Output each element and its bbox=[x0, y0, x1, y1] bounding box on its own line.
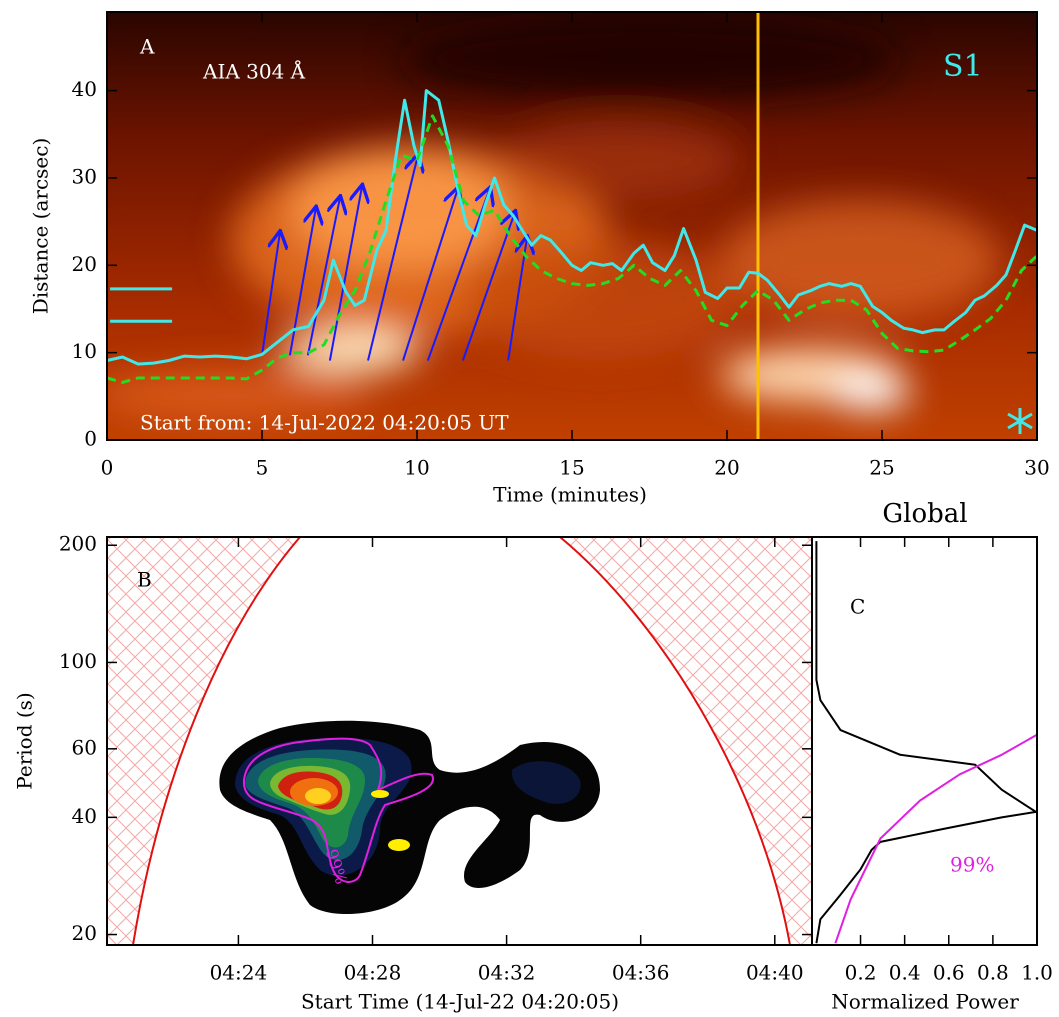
x-axis-label: Time (minutes) bbox=[493, 483, 647, 507]
y-tick-label: 0 bbox=[84, 427, 97, 451]
x-tick-label: 0.4 bbox=[889, 961, 921, 985]
y-tick-label: 10 bbox=[72, 339, 97, 363]
coi-hatch bbox=[107, 537, 300, 945]
series-line bbox=[815, 541, 1037, 944]
x-tick-label: 1.0 bbox=[1021, 961, 1053, 985]
x-tick-label: 10 bbox=[404, 456, 429, 480]
x-tick-label: 25 bbox=[869, 456, 894, 480]
y-tick-label: 200 bbox=[59, 532, 97, 556]
x-tick-label: 20 bbox=[714, 456, 739, 480]
annotation: 99% bbox=[950, 853, 994, 877]
x-tick-label: 5 bbox=[256, 456, 269, 480]
annotation: AIA 304 Å bbox=[202, 59, 306, 84]
x-tick-label: 0.2 bbox=[845, 961, 877, 985]
series-line bbox=[834, 733, 1038, 944]
arrow bbox=[507, 237, 527, 361]
series-line bbox=[106, 89, 1038, 366]
x-tick-label: 30 bbox=[1024, 456, 1049, 480]
arrow bbox=[367, 155, 418, 361]
panel-label: B bbox=[137, 568, 152, 592]
x-axis-label: Normalized Power bbox=[831, 990, 1019, 1014]
frame bbox=[811, 536, 1038, 946]
coi-hatch bbox=[560, 537, 812, 945]
y-tick-label: 20 bbox=[72, 252, 97, 276]
x-tick-label: 04:36 bbox=[612, 961, 670, 985]
arrow bbox=[328, 186, 362, 361]
panel-title: Global bbox=[882, 499, 967, 529]
arrow bbox=[261, 232, 280, 356]
y-tick-label: 20 bbox=[72, 921, 97, 945]
coi-curve bbox=[132, 536, 791, 946]
x-tick-label: 0.6 bbox=[933, 961, 965, 985]
y-tick-label: 40 bbox=[72, 77, 97, 101]
y-tick-label: 100 bbox=[59, 649, 97, 673]
frame bbox=[106, 11, 1038, 441]
x-axis-label: Start Time (14-Jul-22 04:20:05) bbox=[301, 990, 619, 1014]
series-line bbox=[106, 114, 1039, 384]
arrow bbox=[402, 188, 458, 361]
intensity-map bbox=[107, 12, 1037, 440]
y-axis-label: Period (s) bbox=[13, 692, 37, 789]
asterisk-marker bbox=[1007, 408, 1033, 434]
x-tick-label: 04:40 bbox=[746, 961, 804, 985]
arrow bbox=[306, 197, 340, 356]
annotation: Start from: 14-Jul-2022 04:20:05 UT bbox=[140, 411, 509, 435]
plot-layer: 0 5 10 15 20 25 30 0 10 20 30 40 Time (minutes) Dista… bbox=[13, 12, 1053, 1014]
y-tick-label: 60 bbox=[72, 735, 97, 759]
y-tick-label: 30 bbox=[72, 164, 97, 188]
x-tick-label: 04:24 bbox=[210, 961, 268, 985]
x-tick-label: 0 bbox=[101, 456, 114, 480]
annotation: S1 bbox=[943, 49, 983, 84]
x-tick-label: 04:32 bbox=[478, 961, 536, 985]
panel-label: C bbox=[850, 595, 865, 619]
x-tick-label: 04:28 bbox=[344, 961, 402, 985]
x-tick-label: 15 bbox=[559, 456, 584, 480]
panel-label: A bbox=[139, 35, 155, 59]
arrow bbox=[461, 212, 515, 361]
power-contours bbox=[219, 720, 601, 915]
y-axis-label: Distance (arcsec) bbox=[29, 138, 53, 315]
arrow bbox=[426, 188, 490, 361]
x-tick-label: 0.8 bbox=[977, 961, 1009, 985]
y-tick-label: 40 bbox=[72, 804, 97, 828]
